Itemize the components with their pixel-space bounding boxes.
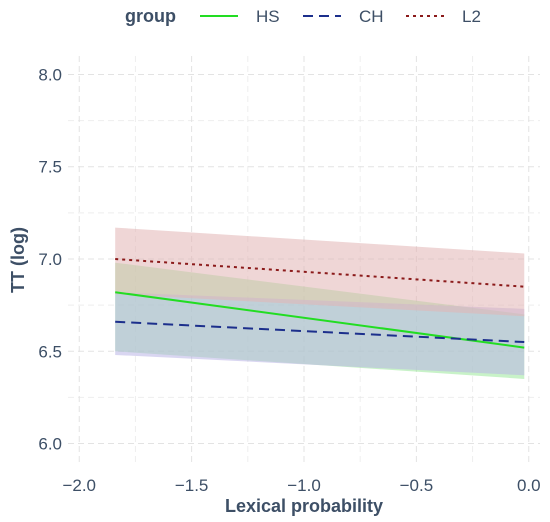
legend-label-ch: CH (359, 7, 384, 26)
y-tick-label: 8.0 (38, 65, 62, 84)
x-axis-title: Lexical probability (225, 496, 383, 516)
series-line-ch (115, 320, 525, 344)
x-tick-label: −2.0 (62, 476, 96, 495)
y-tick-label: 7.0 (38, 250, 62, 269)
y-axis-title: TT (log) (8, 227, 28, 293)
y-tick-label: 7.5 (38, 158, 62, 177)
legend-label-l2: L2 (462, 7, 481, 26)
series-line-l2 (115, 258, 525, 288)
ci-band-ch (115, 292, 525, 376)
x-tick-label: 0.0 (517, 476, 541, 495)
legend-label-hs: HS (256, 7, 280, 26)
x-tick-label: −1.0 (287, 476, 321, 495)
x-tick-label: −1.5 (175, 476, 209, 495)
x-tick-label: −0.5 (400, 476, 434, 495)
legend-title: group (125, 6, 176, 26)
confidence-bands (115, 227, 525, 379)
tick-labels: −2.0 −1.5 −1.0 −0.5 0.0 6.0 6.5 7.0 7.5 8.0 (38, 65, 540, 495)
series-lines (115, 258, 525, 349)
y-tick-label: 6.5 (38, 342, 62, 361)
y-tick-label: 6.0 (38, 435, 62, 454)
legend: group HS CH L2 (125, 6, 481, 26)
